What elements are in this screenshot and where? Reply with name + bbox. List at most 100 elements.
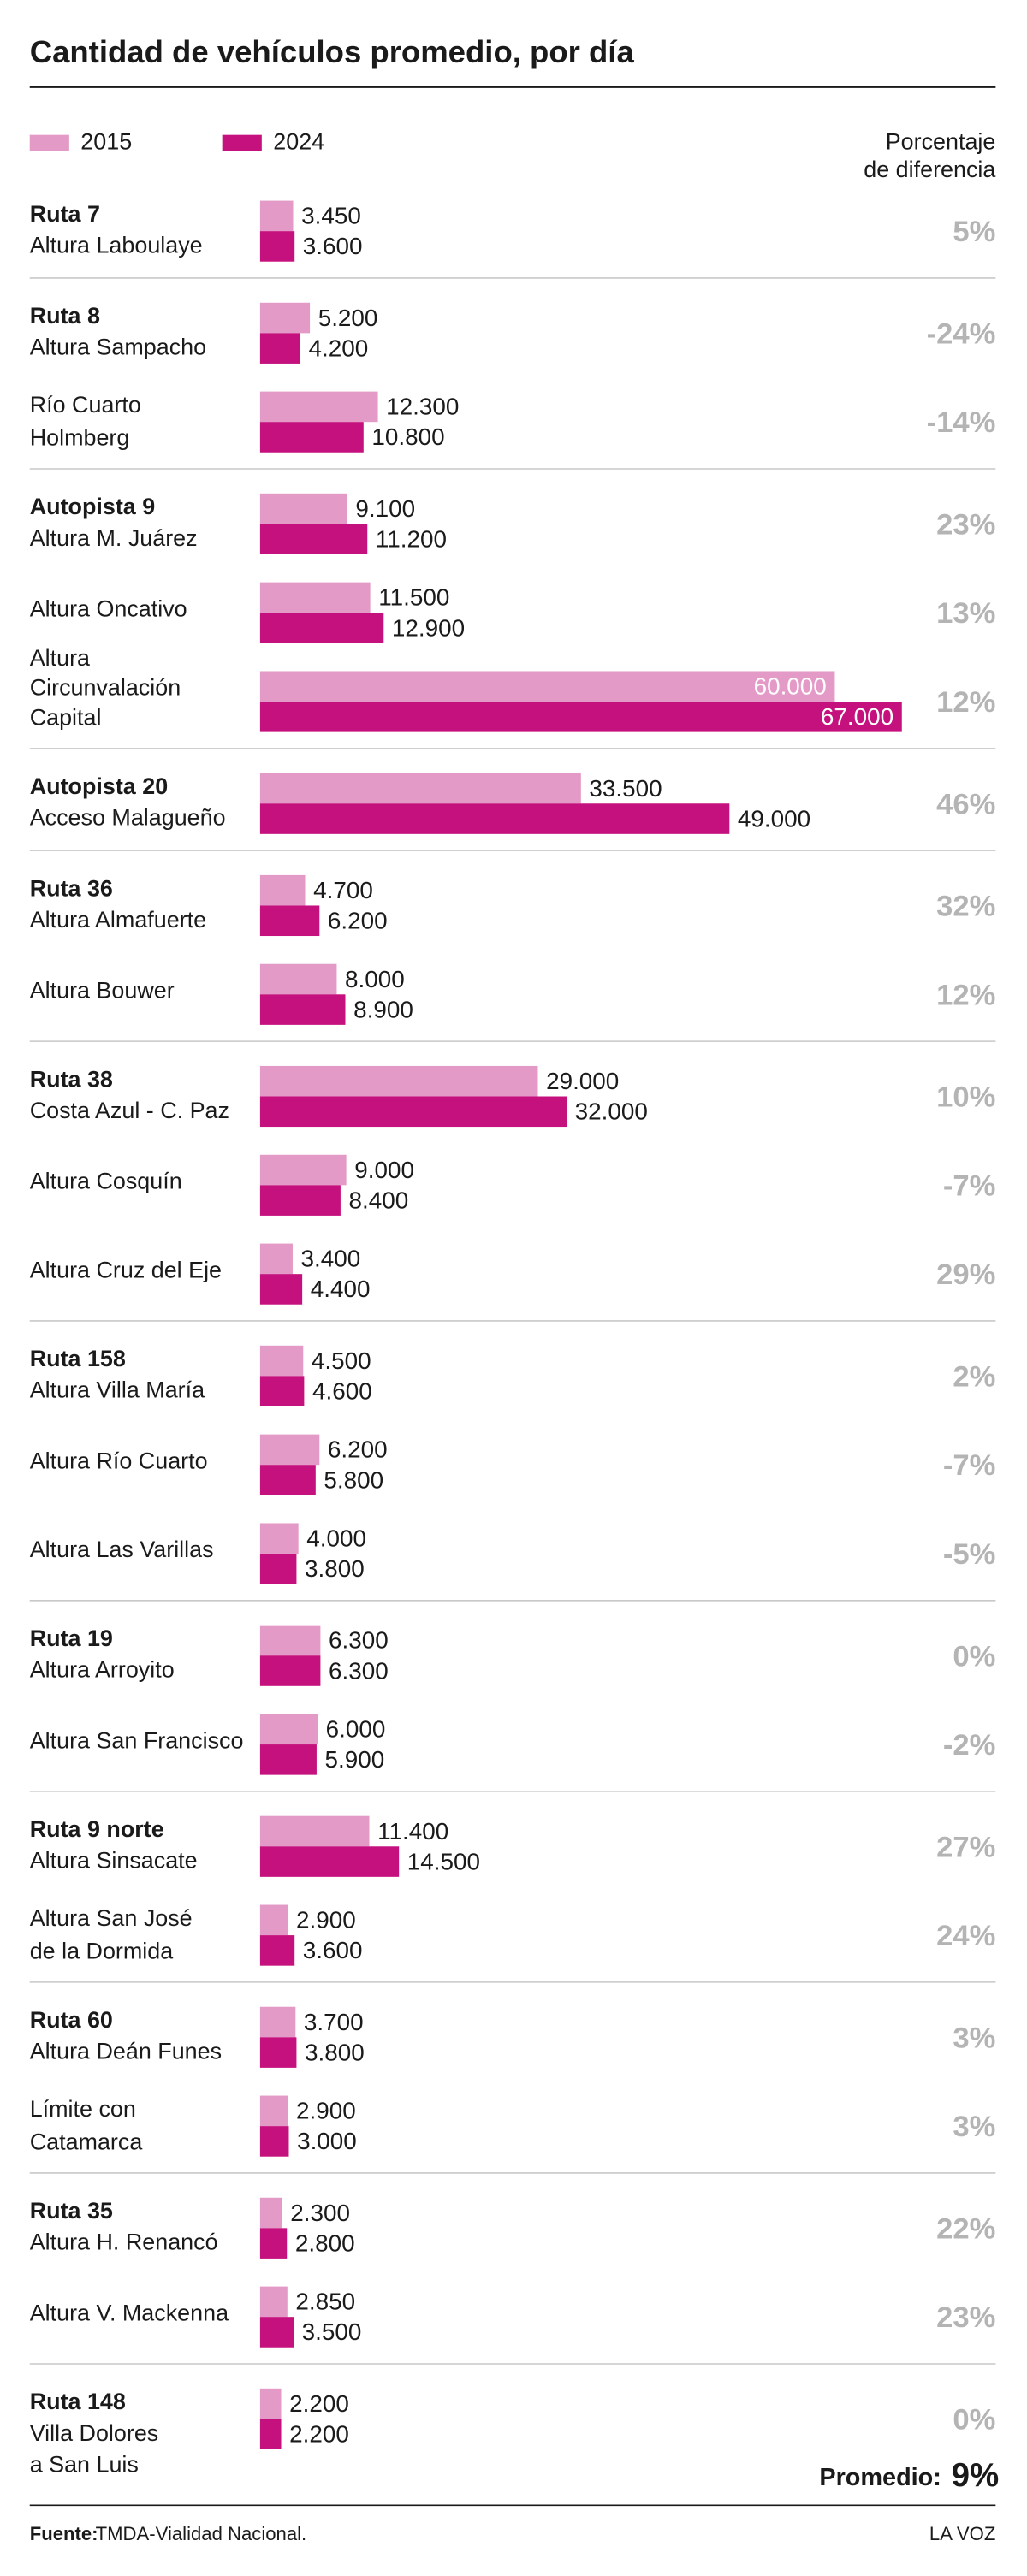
difference-value: 3% — [953, 2022, 995, 2054]
bar — [259, 2286, 288, 2318]
value-label: 49.000 — [738, 805, 810, 832]
bar — [259, 671, 835, 702]
value-label: 3.500 — [302, 2318, 362, 2345]
place-label: de la Dormida — [30, 1938, 174, 1963]
value-label: 12.300 — [386, 394, 459, 420]
place-label: Altura Cruz del Eje — [30, 1257, 222, 1282]
bar — [259, 422, 364, 453]
legend-swatch — [29, 134, 69, 151]
source-text: TMDA-Vialidad Nacional. — [96, 2523, 307, 2544]
difference-value: 10% — [936, 1081, 995, 1114]
bar — [259, 1904, 288, 1936]
difference-value: -14% — [927, 406, 996, 439]
difference-header: Porcentaje — [886, 128, 996, 154]
route-name: Ruta 9 norte — [30, 1816, 164, 1842]
bar — [259, 2126, 289, 2157]
value-label: 14.500 — [407, 1848, 480, 1874]
place-label: Río Cuarto — [30, 392, 141, 417]
bar — [259, 333, 300, 364]
place-label: Altura San Francisco — [30, 1727, 244, 1753]
difference-value: -5% — [943, 1538, 996, 1571]
value-label: 2.900 — [296, 1907, 356, 1933]
route-name: Ruta 158 — [30, 1346, 126, 1371]
value-label: 11.200 — [376, 525, 447, 552]
value-label: 12.900 — [392, 614, 465, 641]
route-name: Autopista 9 — [30, 494, 156, 519]
bar — [259, 2419, 282, 2449]
place-label: Altura Deán Funes — [30, 2039, 222, 2064]
value-label: 29.000 — [546, 1068, 619, 1094]
value-label: 3.450 — [301, 203, 361, 229]
value-label: 6.300 — [329, 1627, 389, 1654]
difference-value: 12% — [936, 686, 995, 719]
value-label: 5.900 — [325, 1746, 385, 1773]
difference-value: 3% — [953, 2111, 995, 2143]
route-name: Ruta 36 — [30, 875, 113, 901]
difference-value: 23% — [936, 508, 995, 541]
place-label: Altura Río Cuarto — [30, 1448, 208, 1473]
difference-value: -7% — [943, 1449, 996, 1482]
value-label: 60.000 — [754, 673, 827, 700]
place-label: Altura Almafuerte — [30, 907, 206, 933]
place-label: Altura V. Mackenna — [30, 2300, 229, 2325]
value-label: 4.700 — [313, 877, 373, 903]
value-label: 6.200 — [328, 908, 388, 934]
bar — [259, 2095, 288, 2127]
place-label: Altura H. Renancó — [30, 2230, 218, 2255]
bar — [259, 773, 581, 804]
bar — [259, 2228, 288, 2259]
difference-value: 0% — [953, 2403, 995, 2436]
bar — [259, 1185, 341, 1216]
bar — [259, 1345, 304, 1377]
bar — [259, 2037, 297, 2068]
difference-value: 2% — [953, 1360, 995, 1393]
place-label: Catamarca — [30, 2129, 143, 2154]
bar — [259, 874, 306, 906]
value-label: 9.000 — [354, 1157, 414, 1183]
bar — [259, 493, 347, 524]
difference-value: 22% — [936, 2212, 995, 2245]
value-label: 3.700 — [304, 2009, 364, 2035]
route-name: Ruta 60 — [30, 2007, 113, 2033]
difference-value: 12% — [936, 979, 995, 1011]
bar — [259, 1376, 305, 1406]
difference-value: 5% — [953, 216, 995, 248]
value-label: 5.200 — [318, 305, 378, 331]
value-label: 2.200 — [289, 2390, 349, 2417]
difference-value: 24% — [936, 1920, 995, 1952]
value-label: 6.200 — [328, 1436, 388, 1463]
route-name: Ruta 8 — [30, 303, 100, 329]
difference-value: -2% — [943, 1729, 996, 1762]
difference-value: 32% — [936, 890, 995, 922]
difference-value: 46% — [936, 788, 995, 820]
bar — [259, 1523, 299, 1554]
bar — [259, 2388, 282, 2419]
bar — [259, 803, 730, 834]
place-label: Límite con — [30, 2096, 136, 2122]
place-label: Capital — [30, 704, 102, 730]
bar — [259, 1154, 347, 1186]
bar — [259, 302, 311, 334]
value-label: 4.200 — [309, 335, 369, 361]
bar — [259, 1815, 370, 1847]
bar — [259, 905, 320, 937]
bar — [259, 1655, 321, 1686]
place-label: Altura Cosquín — [30, 1169, 182, 1194]
bar — [259, 1554, 297, 1584]
difference-value: 27% — [936, 1831, 995, 1863]
bar — [259, 524, 368, 554]
bar — [259, 2197, 282, 2229]
route-name: Ruta 35 — [30, 2198, 113, 2224]
place-label: Costa Azul - C. Paz — [30, 1098, 229, 1123]
place-label: Altura Oncativo — [30, 595, 187, 621]
place-label: a San Luis — [30, 2451, 139, 2477]
bar — [259, 1274, 303, 1305]
bar — [259, 1625, 321, 1656]
value-label: 3.600 — [303, 233, 363, 259]
route-name: Ruta 38 — [30, 1066, 113, 1092]
value-label: 11.400 — [377, 1818, 448, 1845]
bar — [259, 1744, 317, 1775]
value-label: 2.900 — [296, 2098, 356, 2124]
